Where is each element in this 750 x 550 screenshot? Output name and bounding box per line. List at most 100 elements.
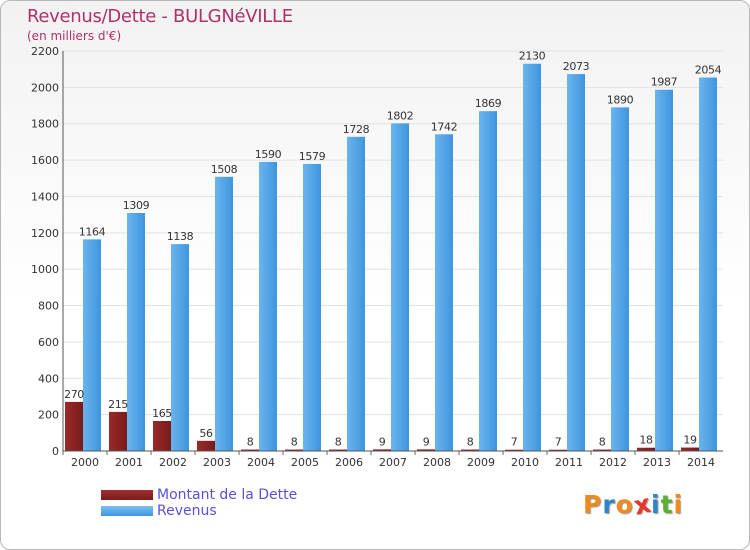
bar-dette (109, 411, 127, 451)
data-label-dette: 270 (64, 388, 84, 401)
data-label-dette: 8 (247, 436, 254, 449)
data-label-dette: 8 (467, 436, 474, 449)
x-tick-label: 2005 (291, 456, 319, 469)
bar-dette (417, 449, 435, 451)
bar-revenus (479, 111, 497, 451)
data-label-revenus: 1987 (651, 76, 678, 89)
y-tick-label: 1600 (31, 154, 59, 167)
bar-dette (593, 449, 611, 451)
y-tick-label: 1800 (31, 118, 59, 131)
data-label-revenus: 1590 (255, 148, 282, 161)
x-axis-ticks: 2000 2001 2002 2003 2004 2005 2006 2007 2008 2009… (62, 451, 715, 469)
x-tick-label: 2012 (599, 456, 627, 469)
data-label-revenus: 1579 (299, 150, 326, 163)
y-axis-ticks: 0 200 400 600 800 1000 1200 1400 1600 1800 2000 220… (31, 45, 59, 458)
x-tick-label: 2001 (115, 456, 143, 469)
bar-revenus (259, 161, 277, 451)
bar-revenus (215, 176, 233, 451)
data-labels: 270 1164 215 1309 165 1138 56 1508 8 1590 8 1579 8 17… (64, 50, 722, 449)
data-label-revenus: 1869 (475, 97, 502, 110)
x-tick-label: 2006 (335, 456, 363, 469)
chart-title: Revenus/Dette - BULGNéVILLE (27, 6, 293, 27)
data-label-dette: 8 (335, 436, 342, 449)
logo-letter: i (651, 490, 661, 519)
data-label-dette: 215 (108, 398, 128, 411)
bar-revenus (171, 244, 189, 451)
y-tick-label: 200 (38, 409, 59, 422)
x-tick-label: 2014 (687, 456, 715, 469)
data-label-dette: 18 (639, 434, 653, 447)
data-label-dette: 165 (152, 407, 172, 420)
data-label-dette: 9 (379, 435, 386, 448)
data-label-revenus: 1802 (387, 109, 413, 122)
legend-label-dette: Montant de la Dette (157, 487, 298, 503)
bar-revenus (347, 136, 365, 451)
data-label-revenus: 1309 (123, 199, 150, 212)
data-label-revenus: 2073 (563, 60, 590, 73)
x-tick-label: 2010 (511, 456, 539, 469)
logo-letter: i (673, 490, 684, 519)
data-label-revenus: 1890 (607, 93, 634, 106)
logo-letter: P (583, 490, 603, 519)
legend-swatch-revenus (101, 506, 153, 516)
bar-dette (153, 421, 171, 451)
x-tick-label: 2009 (467, 456, 495, 469)
bar-revenus (655, 89, 673, 452)
x-tick-label: 2000 (71, 456, 99, 469)
data-label-dette: 19 (683, 434, 697, 447)
bar-revenus (699, 77, 717, 451)
bar-revenus (435, 134, 453, 452)
bar-revenus (611, 107, 629, 451)
legend-label-revenus: Revenus (157, 503, 217, 519)
bar-dette (505, 449, 523, 451)
bar-revenus (391, 123, 409, 451)
x-tick-label: 2004 (247, 456, 275, 469)
bar-dette (637, 447, 655, 451)
data-label-dette: 7 (555, 436, 562, 449)
y-tick-label: 2200 (31, 45, 59, 58)
logo-letter: r (602, 490, 616, 519)
bar-revenus (523, 63, 541, 452)
data-label-revenus: 2130 (519, 50, 546, 63)
y-tick-label: 2000 (31, 81, 59, 94)
y-tick-label: 1000 (31, 263, 59, 276)
x-tick-label: 2013 (643, 456, 671, 469)
x-tick-label: 2002 (159, 456, 187, 469)
bar-dette (241, 449, 259, 451)
bars (65, 63, 717, 452)
data-label-dette: 56 (199, 427, 213, 440)
bar-revenus (303, 163, 321, 451)
data-label-revenus: 1508 (211, 163, 238, 176)
y-tick-label: 400 (38, 372, 59, 385)
proxiti-logo: Proxiti (583, 489, 684, 521)
x-tick-label: 2007 (379, 456, 407, 469)
data-label-revenus: 1728 (343, 123, 370, 136)
bar-dette (373, 449, 391, 451)
bar-dette (329, 449, 347, 451)
bar-dette (461, 449, 479, 451)
bar-dette (65, 401, 83, 451)
bar-dette (681, 447, 699, 451)
data-label-dette: 9 (423, 435, 430, 448)
data-label-dette: 8 (291, 436, 298, 449)
bar-dette (549, 449, 567, 451)
bar-revenus (83, 239, 101, 451)
logo-letter: t (660, 490, 674, 519)
bar-revenus (127, 213, 145, 451)
y-tick-label: 1400 (31, 190, 59, 203)
data-label-dette: 7 (511, 436, 518, 449)
bar-dette (197, 440, 215, 451)
chart-subtitle: (en milliers d'€) (27, 29, 122, 43)
y-tick-label: 600 (38, 336, 59, 349)
data-label-dette: 8 (599, 436, 606, 449)
x-tick-label: 2003 (203, 456, 231, 469)
y-tick-label: 800 (38, 300, 59, 313)
y-tick-label: 1200 (31, 227, 59, 240)
bar-revenus (567, 74, 585, 451)
data-label-revenus: 1742 (431, 120, 457, 133)
bar-dette (285, 449, 303, 451)
x-tick-label: 2011 (555, 456, 583, 469)
y-tick-label: 0 (52, 445, 59, 458)
